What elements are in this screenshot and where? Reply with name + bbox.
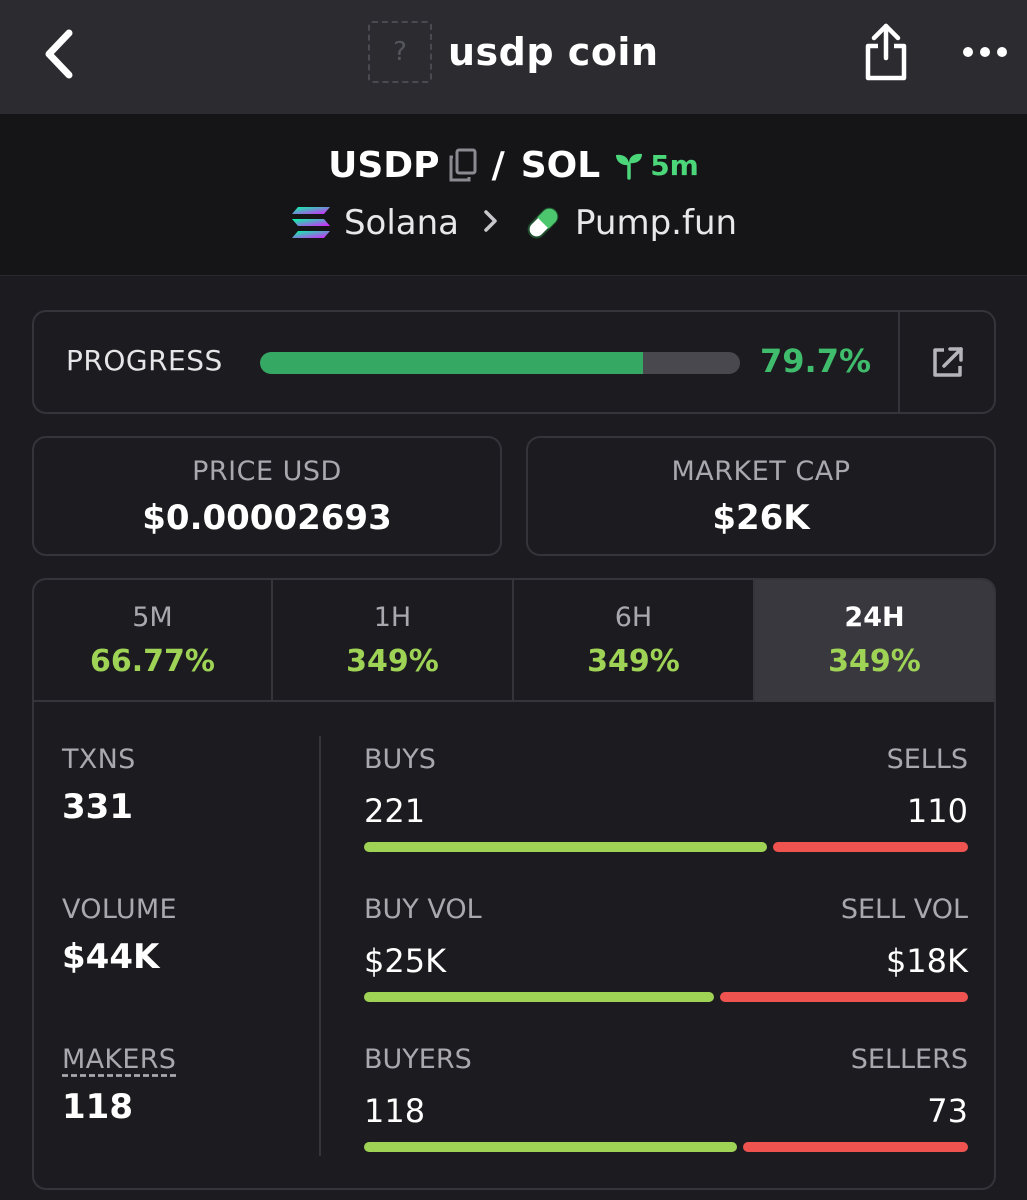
makers-metric: MAKERS 118 (62, 1044, 176, 1127)
progress-bar-fill (260, 352, 643, 374)
txns-label: TXNS (62, 744, 136, 775)
timeframe-tabs: 5M 66.77% 1H 349% 6H 349% 24H 349% (34, 580, 994, 702)
bonding-progress-card: PROGRESS 79.7% (32, 310, 996, 414)
makers-split: BUYERS SELLERS 118 73 (364, 1044, 968, 1154)
txns-panel: 5M 66.77% 1H 349% 6H 349% 24H 349% TXNS … (32, 578, 996, 1190)
pair-age-badge: 5m (614, 149, 699, 182)
volume-metric: VOLUME $44K (62, 894, 177, 977)
progress-label: PROGRESS (66, 344, 223, 377)
price-usd-value: $0.00002693 (142, 498, 392, 538)
buys-value: 221 (364, 792, 426, 830)
makers-ratio-bar (364, 1142, 968, 1152)
more-horizontal-icon (963, 47, 1007, 57)
column-divider (319, 736, 321, 1156)
sellers-label: SELLERS (850, 1044, 968, 1075)
solana-logo-icon (291, 207, 330, 238)
tab-label: 1H (373, 602, 412, 633)
sells-value: 110 (906, 792, 968, 830)
market-cap-label: MARKET CAP (671, 456, 851, 487)
dex-link-pumpfun[interactable]: Pump.fun (523, 203, 737, 243)
buy-ratio-segment (364, 992, 715, 1002)
share-button[interactable] (858, 20, 914, 84)
pair-quote-symbol: SOL (520, 144, 601, 186)
volume-label: VOLUME (62, 894, 177, 925)
tab-5m[interactable]: 5M 66.77% (34, 580, 273, 702)
txns-value: 331 (62, 787, 133, 827)
tab-price-change: 349% (828, 644, 921, 679)
volume-split: BUY VOL SELL VOL $25K $18K (364, 894, 968, 1004)
progress-bar (260, 352, 740, 374)
buys-sells-split: BUYS SELLS 221 110 (364, 744, 968, 854)
chain-link-solana[interactable]: Solana (290, 203, 459, 243)
title-group: ? usdp coin (368, 20, 659, 84)
more-options-button[interactable] (955, 30, 1015, 74)
external-link-icon (933, 347, 963, 377)
pair-header: USDP / SOL 5m (0, 114, 1027, 276)
makers-value: 118 (62, 1087, 133, 1127)
price-usd-card: PRICE USD $0.00002693 (32, 436, 502, 556)
txns-metric: TXNS 331 (62, 744, 136, 827)
buys-label: BUYS (364, 744, 436, 775)
pair-separator: / (491, 144, 505, 186)
tab-1h[interactable]: 1H 349% (273, 580, 514, 702)
tab-label: 6H (614, 602, 653, 633)
tab-6h[interactable]: 6H 349% (514, 580, 755, 702)
volume-value: $44K (62, 937, 160, 977)
pair-age-text: 5m (650, 148, 699, 182)
tab-price-change: 66.77% (90, 644, 215, 679)
tab-label: 24H (844, 602, 905, 633)
open-external-button[interactable] (900, 312, 996, 412)
buyers-label: BUYERS (364, 1044, 472, 1075)
buy-ratio-segment (364, 1142, 738, 1152)
tab-price-change: 349% (346, 644, 439, 679)
totals-column: TXNS 331 VOLUME $44K MAKERS 118 (34, 702, 320, 1188)
sell-ratio-segment (743, 1142, 968, 1152)
progress-divider (898, 312, 900, 412)
market-cap-card: MARKET CAP $26K (526, 436, 996, 556)
sells-label: SELLS (886, 744, 968, 775)
pair-base-symbol: USDP (328, 144, 440, 186)
sell-ratio-segment (773, 842, 968, 852)
chevron-right-icon (483, 206, 499, 241)
dex-name: Pump.fun (575, 203, 738, 243)
share-icon (865, 23, 907, 81)
sell-ratio-segment (720, 992, 968, 1002)
pair-line: USDP / SOL 5m (0, 140, 1027, 190)
sell-vol-label: SELL VOL (840, 894, 968, 925)
back-button[interactable] (28, 22, 88, 86)
buy-vol-value: $25K (364, 942, 447, 980)
tab-label: 5M (132, 602, 173, 633)
buys-sells-ratio-bar (364, 842, 968, 852)
progress-value: 79.7% (760, 342, 872, 380)
copy-address-button[interactable] (448, 148, 478, 182)
pill-icon (527, 207, 559, 239)
top-nav-bar: ? usdp coin (0, 0, 1027, 114)
sellers-value: 73 (927, 1092, 968, 1130)
page-title: usdp coin (448, 30, 659, 74)
buy-vol-label: BUY VOL (364, 894, 482, 925)
token-image-placeholder: ? (368, 21, 432, 83)
volume-ratio-bar (364, 992, 968, 1002)
chain-name: Solana (343, 203, 460, 243)
buy-ratio-segment (364, 842, 768, 852)
copy-icon (449, 148, 477, 182)
tab-24h[interactable]: 24H 349% (755, 580, 994, 702)
makers-label[interactable]: MAKERS (62, 1044, 177, 1075)
sell-vol-value: $18K (885, 942, 968, 980)
buyers-value: 118 (364, 1092, 426, 1130)
seedling-icon (616, 153, 643, 180)
price-usd-label: PRICE USD (192, 456, 342, 487)
chain-breadcrumb: Solana Pump.fun (0, 200, 1027, 246)
tab-price-change: 349% (587, 644, 680, 679)
chevron-left-icon (45, 29, 73, 79)
market-cap-value: $26K (712, 498, 810, 538)
